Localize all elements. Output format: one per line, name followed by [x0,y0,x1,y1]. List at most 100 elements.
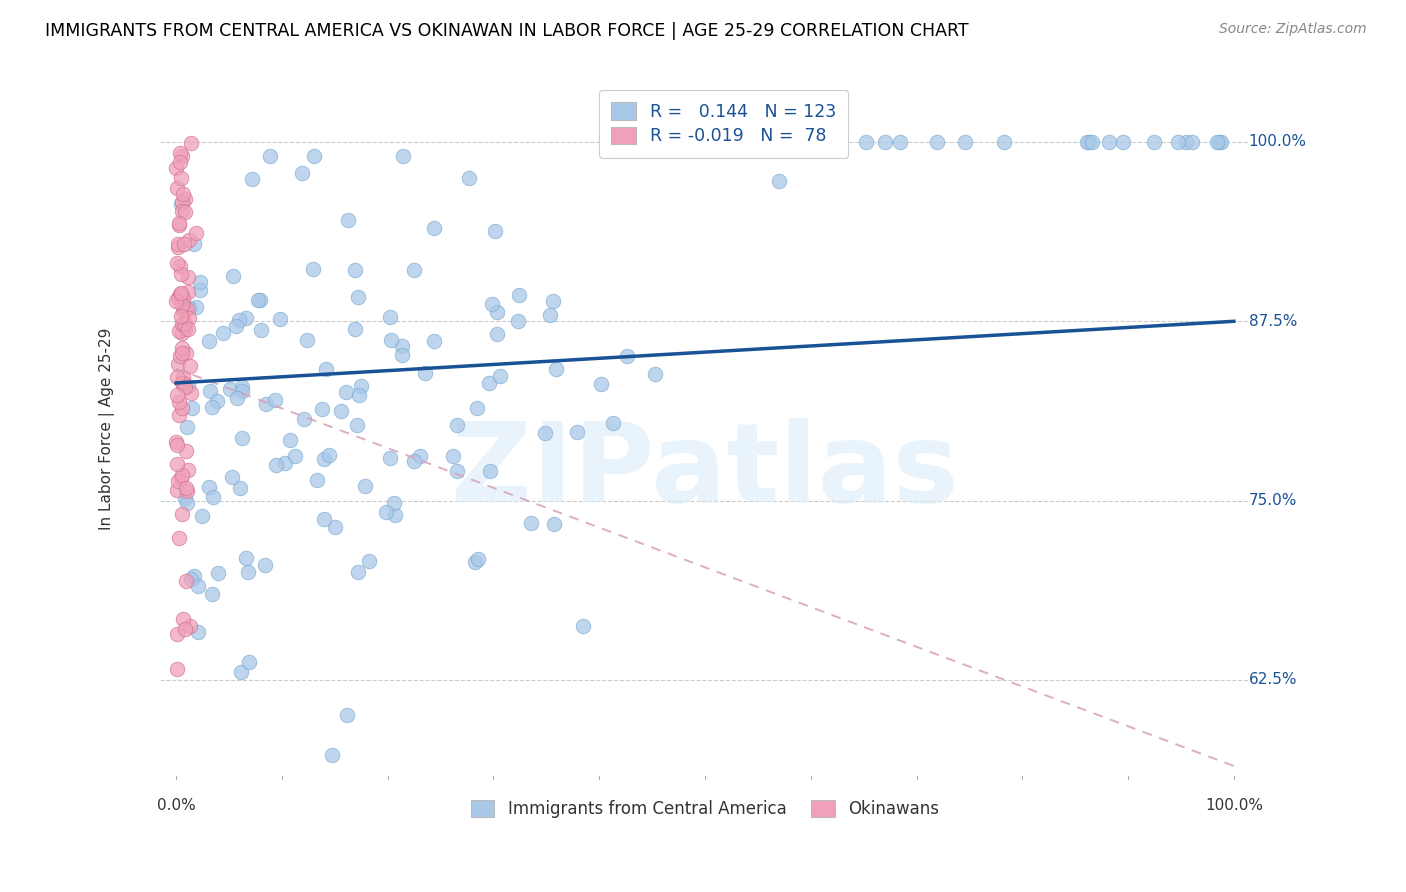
Point [167,291,190,305]
Point [180,385,202,400]
Point [446,417,468,432]
Point [177,285,200,299]
Point [170,309,193,323]
Point [391,348,413,362]
Point [292,411,315,425]
Point [174,316,197,330]
Point [1206,135,1229,149]
Point [254,558,277,573]
Point [540,308,562,322]
Point [1166,135,1188,149]
Point [571,619,593,633]
Point [409,449,432,463]
Point [291,166,314,180]
Point [173,193,195,207]
Point [177,311,200,326]
Point [486,305,509,319]
Point [165,434,187,449]
Text: 87.5%: 87.5% [1249,314,1296,329]
Point [312,451,335,466]
Point [187,624,209,639]
Point [170,507,193,521]
Point [170,326,193,340]
Point [889,135,911,149]
Point [231,384,253,398]
Point [479,464,502,478]
Point [441,449,464,463]
Point [166,370,188,384]
Point [229,481,252,495]
Point [173,317,195,331]
Point [172,369,194,384]
Point [169,146,191,161]
Point [278,433,301,447]
Point [1208,135,1230,149]
Point [485,326,508,341]
Point [169,350,191,364]
Point [404,262,426,277]
Point [169,289,191,303]
Point [181,401,204,416]
Point [170,298,193,312]
Point [346,418,368,433]
Point [225,318,247,333]
Point [172,194,194,209]
Point [378,310,401,324]
Point [543,293,565,308]
Point [172,346,194,360]
Point [172,291,194,305]
Point [311,402,333,417]
Point [169,395,191,409]
Point [231,380,253,394]
Point [346,566,368,580]
Point [184,226,207,240]
Point [347,388,370,402]
Point [179,619,201,633]
Point [167,218,190,232]
Point [506,314,529,328]
Point [166,388,188,402]
Point [183,569,205,583]
Point [259,149,281,163]
Point [458,171,481,186]
Point [174,491,197,506]
Point [240,172,263,186]
Point [382,496,405,510]
Point [174,481,197,495]
Point [273,457,295,471]
Point [246,293,269,308]
Point [380,451,402,466]
Point [176,484,198,499]
Point [236,565,259,579]
Point [172,304,194,318]
Point [170,170,193,185]
Point [166,438,188,452]
Point [955,135,977,149]
Point [1077,135,1099,149]
Text: 100.0%: 100.0% [1205,797,1263,813]
Point [1112,135,1135,149]
Point [250,323,273,337]
Point [176,420,198,434]
Point [167,324,190,338]
Point [312,512,335,526]
Point [335,384,357,399]
Point [249,293,271,307]
Point [925,135,948,149]
Point [198,384,221,398]
Point [201,490,224,504]
Point [166,627,188,641]
Point [1209,135,1232,149]
Point [343,322,366,336]
Point [167,216,190,230]
Point [172,376,194,390]
Point [177,270,200,285]
Point [446,463,468,477]
Point [174,205,197,219]
Point [169,408,191,422]
Point [180,572,202,586]
Point [177,301,200,315]
Point [165,161,187,176]
Point [207,566,229,580]
Text: 75.0%: 75.0% [1249,493,1296,508]
